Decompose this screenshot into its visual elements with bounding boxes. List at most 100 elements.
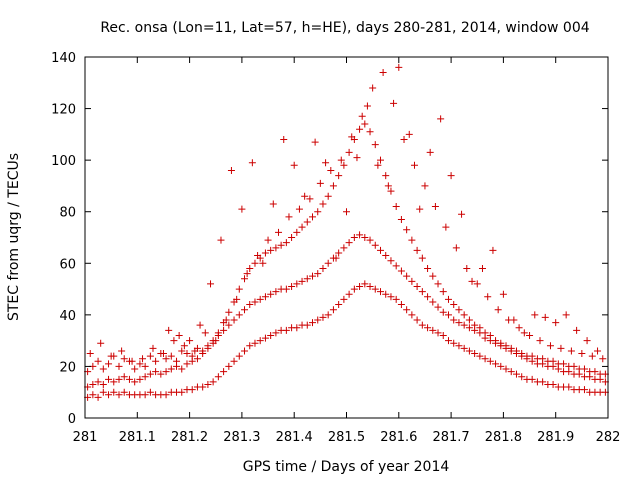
data-point [105, 360, 113, 368]
data-point [397, 267, 405, 275]
data-point [371, 241, 379, 249]
data-point [345, 239, 353, 247]
data-point [264, 236, 272, 244]
data-point [452, 244, 460, 252]
data-point [332, 254, 340, 262]
data-point [463, 264, 471, 272]
data-point [358, 112, 366, 120]
data-point [502, 365, 510, 373]
data-point [374, 161, 382, 169]
data-point [340, 295, 348, 303]
data-point [188, 352, 196, 360]
data-point [241, 275, 249, 283]
data-point [251, 339, 259, 347]
data-point [382, 172, 390, 180]
data-point [199, 383, 207, 391]
data-point [431, 203, 439, 211]
data-point [429, 298, 437, 306]
data-point [280, 136, 288, 144]
data-point [162, 391, 170, 399]
data-point [290, 161, 298, 169]
data-point [350, 285, 358, 293]
plot-frame [84, 56, 609, 419]
data-point [562, 311, 570, 319]
y-tick-label: 40 [59, 309, 76, 324]
data-point [382, 252, 390, 260]
y-axis-ticks: 0 20 40 60 80 100 120 140 [51, 51, 608, 427]
data-point [254, 252, 262, 260]
data-point [444, 337, 452, 345]
data-point [510, 316, 518, 324]
data-point [235, 352, 243, 360]
data-point [465, 324, 473, 332]
data-point [387, 187, 395, 195]
data-point [94, 393, 102, 401]
data-point [183, 360, 191, 368]
x-tick-label: 281.3 [223, 430, 260, 445]
data-point [314, 316, 322, 324]
data-point [256, 337, 264, 345]
data-point [549, 357, 557, 365]
data-point [136, 360, 144, 368]
data-point [275, 228, 283, 236]
data-point [376, 288, 384, 296]
data-point [314, 208, 322, 216]
data-point [552, 319, 560, 327]
data-point [387, 293, 395, 301]
data-point [306, 195, 314, 203]
data-point [259, 259, 267, 267]
data-point [170, 337, 178, 345]
data-point [345, 290, 353, 298]
data-point [486, 357, 494, 365]
x-tick-label: 281.8 [485, 430, 522, 445]
x-tick-label: 281 [73, 430, 98, 445]
data-point [94, 357, 102, 365]
data-point [450, 301, 458, 309]
data-point [241, 306, 249, 314]
data-point [345, 148, 353, 156]
data-point [159, 350, 167, 358]
data-point [471, 321, 479, 329]
data-point [460, 321, 468, 329]
data-point [408, 311, 416, 319]
data-point [591, 368, 599, 376]
data-point [403, 272, 411, 280]
data-point [173, 357, 181, 365]
data-point [434, 303, 442, 311]
data-point [186, 337, 194, 345]
y-tick-label: 60 [59, 257, 76, 272]
data-point [314, 270, 322, 278]
data-point [298, 223, 306, 231]
data-point [329, 306, 337, 314]
data-point [241, 347, 249, 355]
data-point [146, 352, 154, 360]
data-point [178, 347, 186, 355]
data-point [131, 378, 139, 386]
data-point [536, 337, 544, 345]
data-point [282, 285, 290, 293]
data-point [230, 316, 238, 324]
data-point [256, 295, 264, 303]
data-point [439, 288, 447, 296]
x-tick-label: 281.6 [380, 430, 417, 445]
data-point [175, 331, 183, 339]
data-point [141, 362, 149, 370]
data-point [97, 339, 105, 347]
data-point [309, 213, 317, 221]
data-point [324, 192, 332, 200]
data-point [573, 326, 581, 334]
data-point [397, 215, 405, 223]
data-point [429, 272, 437, 280]
x-tick-label: 281.9 [537, 430, 574, 445]
data-point [141, 391, 149, 399]
data-point [492, 337, 500, 345]
data-point [99, 388, 107, 396]
data-point [437, 115, 445, 123]
data-point [492, 360, 500, 368]
data-point [267, 331, 275, 339]
data-point [165, 326, 173, 334]
x-tick-label: 281.1 [119, 430, 156, 445]
y-tick-label: 120 [51, 103, 76, 118]
data-point [309, 272, 317, 280]
data-point [382, 290, 390, 298]
